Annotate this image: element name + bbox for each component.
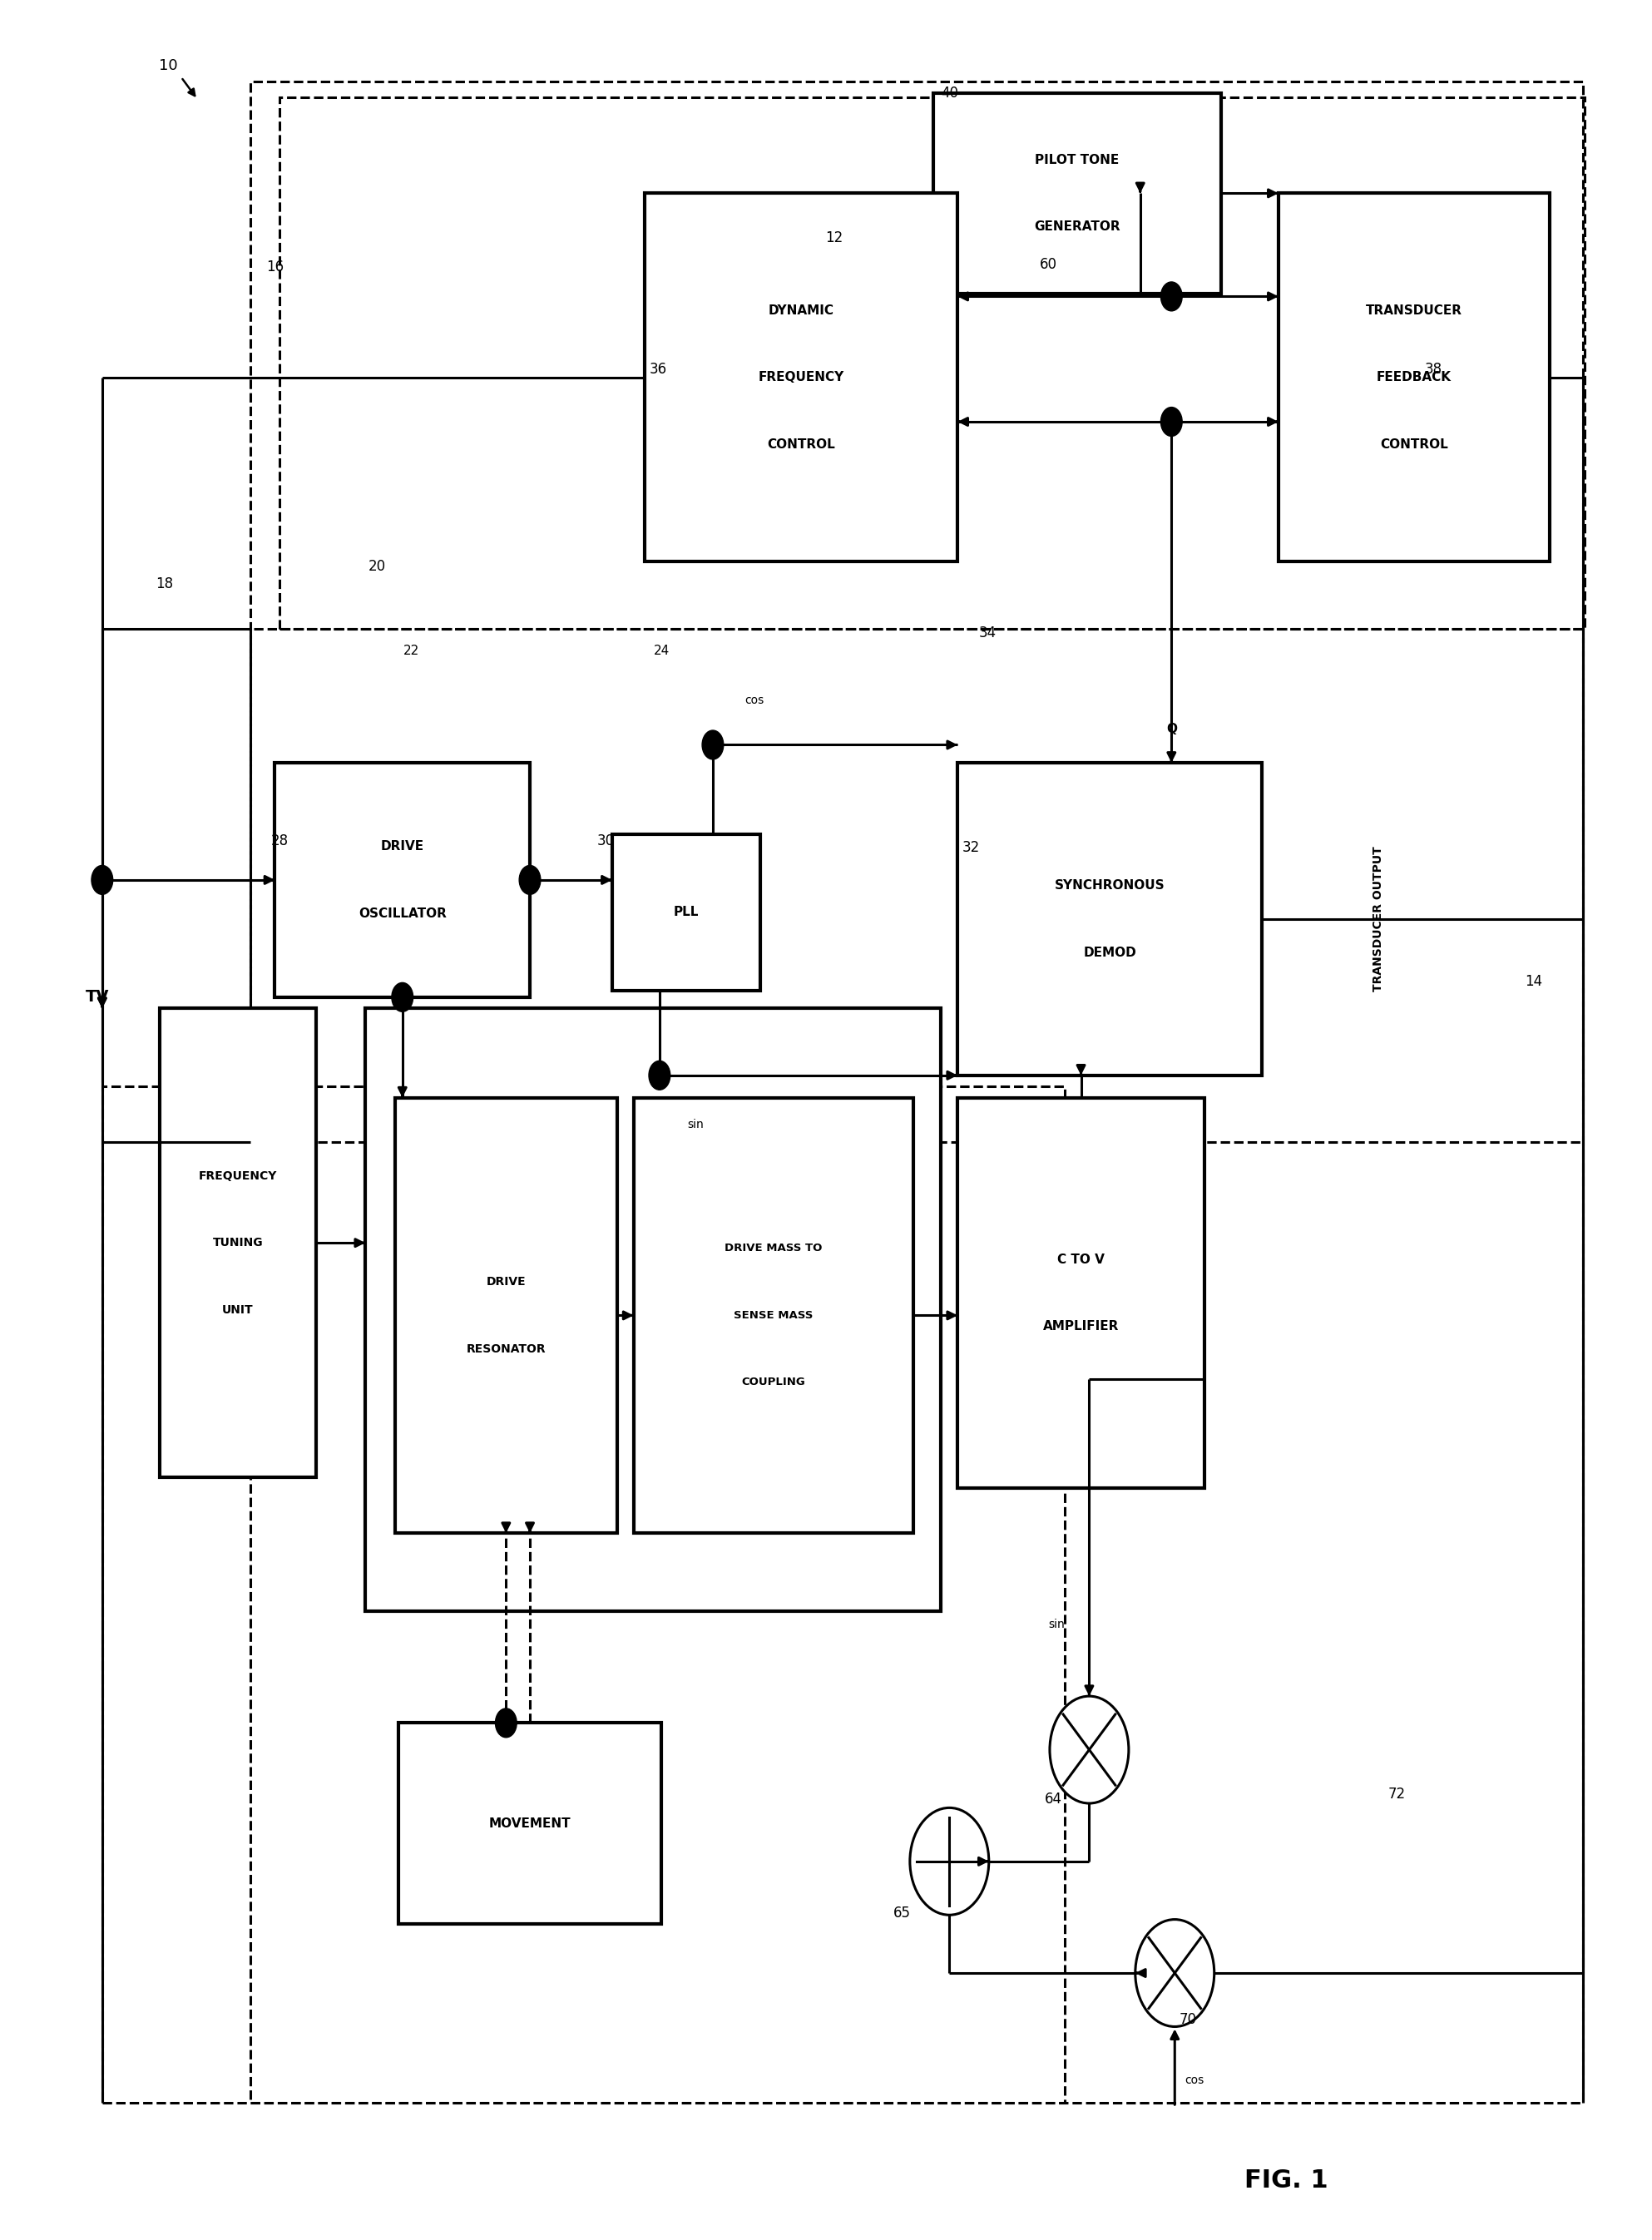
Bar [933,92,1221,293]
Text: 16: 16 [266,260,284,276]
Circle shape [519,865,540,894]
Bar [633,1098,914,1532]
Text: TV: TV [86,990,109,1006]
Text: 38: 38 [1424,363,1442,376]
Bar [249,81,1583,2103]
Text: 20: 20 [368,558,385,573]
Text: RESONATOR: RESONATOR [466,1344,545,1355]
Text: DRIVE: DRIVE [486,1277,525,1288]
Text: DRIVE: DRIVE [380,840,425,853]
Text: 32: 32 [961,840,980,856]
Bar [274,762,530,997]
Bar [644,193,958,562]
Text: 10: 10 [159,58,177,74]
Bar [102,1086,1064,2103]
Bar [1279,193,1550,562]
Text: PLL: PLL [674,907,699,918]
Text: FREQUENCY: FREQUENCY [198,1169,278,1183]
Text: TRANSDUCER OUTPUT: TRANSDUCER OUTPUT [1373,847,1384,992]
Text: PILOT TONE: PILOT TONE [1034,155,1118,166]
Text: 30: 30 [596,833,615,849]
Circle shape [910,1808,990,1915]
Text: 28: 28 [271,833,289,849]
Text: UNIT: UNIT [223,1304,253,1315]
Text: 14: 14 [1525,974,1543,990]
Text: 70: 70 [1180,2012,1196,2027]
Text: CONTROL: CONTROL [1379,439,1449,450]
Text: DEMOD: DEMOD [1084,945,1137,959]
Bar [160,1008,316,1478]
Text: sin: sin [687,1118,704,1131]
Text: 65: 65 [894,1906,910,1920]
Bar [958,1098,1204,1487]
Text: 34: 34 [978,625,996,641]
Text: cos: cos [1184,2074,1204,2085]
Text: 64: 64 [1044,1792,1062,1805]
Circle shape [1135,1920,1214,2027]
Text: GENERATOR: GENERATOR [1034,220,1120,233]
Circle shape [702,730,724,759]
Circle shape [91,865,112,894]
Text: DRIVE MASS TO: DRIVE MASS TO [725,1243,823,1254]
Text: SENSE MASS: SENSE MASS [733,1310,813,1322]
Text: 72: 72 [1388,1788,1406,1801]
Circle shape [649,1062,671,1091]
Bar [958,762,1262,1075]
Text: Q: Q [1166,724,1176,735]
Bar [249,629,1583,1142]
Text: sin: sin [1047,1620,1064,1631]
Text: DYNAMIC: DYNAMIC [768,305,834,316]
Circle shape [496,1709,517,1738]
Text: CONTROL: CONTROL [767,439,836,450]
Bar [279,96,1584,629]
Text: TRANSDUCER: TRANSDUCER [1366,305,1462,316]
Text: 40: 40 [940,85,958,101]
Text: FREQUENCY: FREQUENCY [758,372,844,383]
Text: cos: cos [745,694,763,706]
Text: 24: 24 [654,645,669,656]
Text: 60: 60 [1039,258,1057,273]
Text: AMPLIFIER: AMPLIFIER [1042,1319,1118,1333]
Text: C TO V: C TO V [1057,1254,1105,1266]
Text: TUNING: TUNING [213,1236,263,1248]
Text: OSCILLATOR: OSCILLATOR [358,907,446,921]
Text: 12: 12 [826,231,843,246]
Bar [365,1008,942,1611]
Circle shape [1161,282,1183,311]
Text: FEEDBACK: FEEDBACK [1376,372,1452,383]
Circle shape [1049,1696,1128,1803]
Bar [613,833,760,990]
Bar [395,1098,618,1532]
Text: 36: 36 [649,363,667,376]
Circle shape [392,983,413,1012]
Text: FIG. 1: FIG. 1 [1244,2168,1328,2193]
Text: MOVEMENT: MOVEMENT [489,1817,572,1830]
Text: SYNCHRONOUS: SYNCHRONOUS [1054,880,1165,892]
Text: COUPLING: COUPLING [742,1378,805,1389]
Text: 18: 18 [155,576,173,591]
Bar [398,1723,661,1924]
Text: 22: 22 [403,645,420,656]
Circle shape [1161,408,1183,437]
